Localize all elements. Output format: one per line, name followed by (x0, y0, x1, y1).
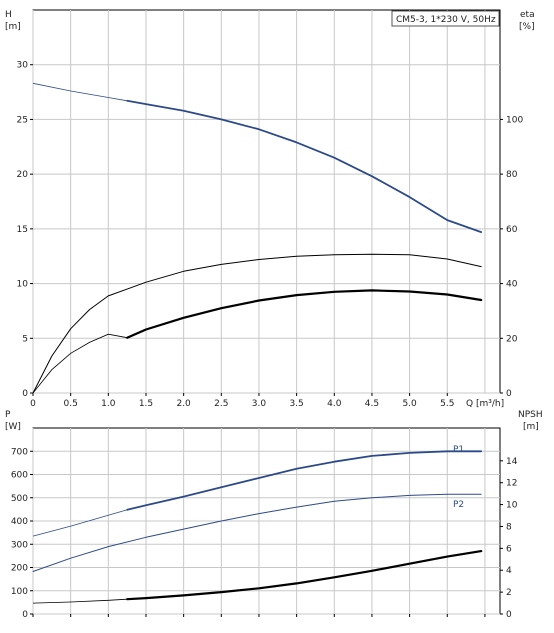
bottom-grid (32, 428, 500, 615)
y-right-tick-label: 10 (506, 501, 518, 511)
x-tick-label: 3.0 (252, 399, 267, 409)
series-line-0 (126, 450, 483, 511)
x-axis-label-flow: Q [m³/h] (466, 399, 504, 409)
y-right-tick-label: 100 (506, 115, 523, 125)
y-right-tick-label: 80 (506, 170, 518, 180)
series-line-2 (126, 550, 483, 601)
y-left-tick-label: 500 (11, 494, 28, 504)
x-tick-label: 3.5 (289, 399, 303, 409)
series-line-0 (126, 99, 483, 233)
y-left-tick-label: 20 (17, 170, 29, 180)
y-axis-unit-eta: [%] (519, 22, 535, 32)
y-left-tick-label: 0 (22, 610, 28, 620)
head-efficiency-panel: 0 5 10 15 20 25 30 0 20 40 60 80 100 0 0.5 1.0 1.5 2.0 2.5… (5, 9, 535, 409)
series-line-1 (32, 253, 482, 394)
x-tick-label: 4.5 (365, 399, 379, 409)
x-tick-label: 5.0 (402, 399, 417, 409)
y-right-tick-label: 40 (506, 280, 518, 290)
y-axis-label-npsh: NPSH (518, 410, 543, 420)
y-left-tick-label: 600 (11, 471, 28, 481)
x-tick-label: 1.0 (101, 399, 116, 409)
y-right-tick-label: 12 (506, 479, 517, 489)
x-tick-label: 2.0 (176, 399, 191, 409)
y-axis-unit-power: [W] (5, 422, 21, 432)
bottom-ticks: 0 100 200 300 400 500 600 700 0 2 4 6 8 10 12 14 (11, 447, 518, 620)
bottom-series-group (32, 450, 483, 604)
series-line-thin-2 (32, 333, 128, 394)
y-axis-label-head: H (5, 10, 12, 20)
x-tick-label: 5.5 (440, 399, 454, 409)
y-left-tick-label: 400 (11, 517, 28, 527)
x-tick-label: 4.0 (327, 399, 342, 409)
y-right-tick-label: 8 (506, 522, 512, 532)
top-grid (32, 10, 500, 394)
y-axis-label-power: P (5, 410, 11, 420)
y-left-tick-label: 200 (11, 564, 28, 574)
y-right-tick-label: 20 (506, 334, 518, 344)
x-tick-label: 0 (30, 399, 36, 409)
y-right-tick-label: 4 (506, 566, 512, 576)
series-line-thin-0 (32, 82, 128, 102)
y-left-tick-label: 5 (22, 334, 28, 344)
y-left-tick-label: 15 (17, 225, 28, 235)
series-line-2 (126, 289, 483, 339)
series-line-1 (32, 493, 482, 572)
y-right-tick-label: 0 (506, 389, 512, 399)
y-axis-label-eta: eta (520, 10, 535, 20)
y-left-tick-label: 700 (11, 447, 28, 457)
top-ticks: 0 5 10 15 20 25 30 0 20 40 60 80 100 0 0.5 1.0 1.5 2.0 2.5… (17, 61, 524, 409)
y-left-tick-label: 0 (22, 389, 28, 399)
y-right-tick-label: 60 (506, 225, 518, 235)
y-right-tick-label: 0 (506, 610, 512, 620)
y-right-tick-label: 14 (506, 457, 518, 467)
top-series-group (32, 82, 483, 394)
series-line-thin-2 (32, 598, 128, 604)
x-tick-label: 0.5 (63, 399, 77, 409)
series-label-p1: P1 (453, 445, 464, 455)
legend-text: CM5-3, 1*230 V, 50Hz (396, 15, 496, 25)
series-line-thin-0 (32, 509, 128, 537)
y-axis-unit-head: [m] (5, 22, 21, 32)
y-left-tick-label: 300 (11, 540, 28, 550)
x-tick-label: 2.5 (214, 399, 228, 409)
y-right-tick-label: 2 (506, 588, 512, 598)
legend-box (391, 10, 500, 27)
y-left-tick-label: 25 (17, 115, 28, 125)
x-tick-label: 1.5 (139, 399, 153, 409)
y-axis-unit-npsh: [m] (523, 422, 539, 432)
y-right-tick-label: 6 (506, 544, 512, 554)
y-left-tick-label: 100 (11, 587, 28, 597)
legend: CM5-3, 1*230 V, 50Hz (391, 10, 500, 27)
top-plot-area (32, 9, 501, 394)
y-left-tick-label: 10 (17, 280, 29, 290)
series-label-p2: P2 (453, 500, 464, 510)
y-left-tick-label: 30 (17, 61, 29, 71)
